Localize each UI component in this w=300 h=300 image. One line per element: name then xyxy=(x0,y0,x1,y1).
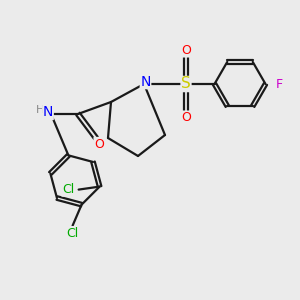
Text: N: N xyxy=(43,106,53,119)
Text: O: O xyxy=(94,137,104,151)
Text: Cl: Cl xyxy=(62,183,74,196)
Text: H: H xyxy=(36,105,45,116)
Text: Cl: Cl xyxy=(67,226,79,240)
Text: S: S xyxy=(181,76,191,92)
Text: O: O xyxy=(181,111,191,124)
Text: O: O xyxy=(181,44,191,57)
Text: F: F xyxy=(276,77,283,91)
Text: N: N xyxy=(140,75,151,88)
